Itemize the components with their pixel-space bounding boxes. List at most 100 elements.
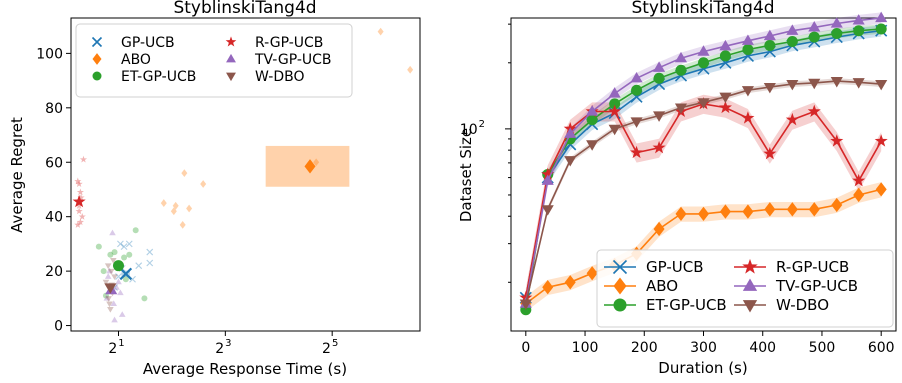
data-point xyxy=(115,278,122,285)
data-point xyxy=(126,251,133,258)
x-tick-label: 300 xyxy=(690,340,717,356)
data-point xyxy=(808,78,821,90)
legend-label-w-dbo: W-DBO xyxy=(255,69,305,85)
line-plot-title: StyblinskiTang4d xyxy=(631,0,774,18)
data-point xyxy=(718,100,732,114)
data-point xyxy=(853,25,865,37)
data-point xyxy=(103,294,111,301)
data-point xyxy=(741,86,754,97)
data-point xyxy=(631,84,643,96)
series-r-gp-ucb xyxy=(74,155,88,228)
data-point xyxy=(698,57,709,69)
data-point xyxy=(110,257,117,264)
x-tick-label: 200 xyxy=(631,340,658,356)
data-point xyxy=(652,140,666,154)
y-tick-label: 80 xyxy=(45,101,63,117)
data-point xyxy=(110,300,118,307)
data-point xyxy=(674,51,688,63)
data-point xyxy=(674,103,688,114)
data-point xyxy=(653,221,665,237)
data-point xyxy=(786,79,799,91)
scatter-marks xyxy=(72,27,414,323)
data-point xyxy=(875,11,888,23)
data-point xyxy=(519,299,532,310)
legend-marker-abo xyxy=(613,277,627,295)
data-point xyxy=(719,39,732,51)
data-point xyxy=(875,182,887,197)
mean-w-dbo xyxy=(104,283,117,294)
legend-marker-gp-ucb xyxy=(91,36,103,48)
data-point xyxy=(111,249,118,256)
line-marks xyxy=(519,11,888,316)
data-point xyxy=(141,295,148,302)
data-point xyxy=(852,173,866,187)
legend-label-et-gp-ucb: ET-GP-UCB xyxy=(646,296,727,314)
data-point xyxy=(653,72,665,84)
data-point xyxy=(763,29,776,41)
data-point xyxy=(146,259,154,267)
data-point xyxy=(125,240,133,248)
legend-label-w-dbo: W-DBO xyxy=(776,296,829,314)
data-point xyxy=(106,301,113,308)
x-tick-label: 23 xyxy=(215,338,231,357)
data-point xyxy=(675,206,687,222)
data-point xyxy=(564,156,577,167)
legend-label-r-gp-ucb: R-GP-UCB xyxy=(776,258,849,276)
data-point xyxy=(586,105,599,116)
data-point xyxy=(100,268,107,275)
data-point xyxy=(117,240,124,248)
legend-label-tv-gp-ucb: TV-GP-UCB xyxy=(775,277,858,295)
data-point xyxy=(541,174,554,185)
data-point xyxy=(630,145,644,159)
data-point xyxy=(608,87,621,98)
data-point xyxy=(109,229,116,236)
legend-marker-r-gp-ucb xyxy=(742,258,758,274)
legend-label-tv-gp-ucb: TV-GP-UCB xyxy=(254,52,332,68)
x-tick-label: 0 xyxy=(521,340,530,356)
data-point xyxy=(541,205,554,216)
scatter-plot-frame xyxy=(70,17,421,332)
data-point xyxy=(407,65,414,74)
data-point xyxy=(564,275,576,290)
y-tick-label: 40 xyxy=(45,210,63,226)
data-point xyxy=(763,82,776,94)
legend-marker-abo xyxy=(92,53,102,65)
data-point xyxy=(742,43,754,55)
legend-marker-tv-gp-ucb xyxy=(226,53,236,63)
scatter-legend-box xyxy=(75,23,353,98)
legend-marker-w-dbo xyxy=(742,300,758,313)
data-point xyxy=(853,187,865,203)
line-plot: StyblinskiTang4d Duration (s) Dataset Si… xyxy=(457,0,897,377)
data-point xyxy=(741,34,754,45)
data-point xyxy=(107,251,114,258)
data-point xyxy=(608,124,621,136)
data-point xyxy=(170,207,177,216)
data-point xyxy=(541,167,555,181)
data-point xyxy=(697,45,710,56)
data-point xyxy=(586,114,598,126)
data-point xyxy=(76,218,84,226)
data-point xyxy=(95,243,102,250)
data-point xyxy=(107,268,115,275)
data-point xyxy=(697,98,710,109)
scatter-plot-title: StyblinskiTang4d xyxy=(173,0,316,18)
data-point xyxy=(77,193,85,201)
data-point xyxy=(875,79,888,91)
y-tick-label: 20 xyxy=(45,264,63,280)
legend-label-gp-ucb: GP-UCB xyxy=(121,35,175,51)
data-point xyxy=(830,77,843,88)
data-point xyxy=(132,227,139,234)
data-point xyxy=(786,202,798,217)
data-point xyxy=(830,17,843,28)
data-point xyxy=(542,280,554,295)
data-point xyxy=(75,202,83,209)
data-point xyxy=(377,27,384,36)
data-point xyxy=(609,98,621,110)
y-tick-label: 102 xyxy=(460,119,485,138)
x-tick-label: 21 xyxy=(108,338,124,357)
data-point xyxy=(719,204,731,219)
line-x-axis-label: Duration (s) xyxy=(658,359,747,377)
data-point xyxy=(121,254,128,261)
data-point xyxy=(852,78,865,89)
